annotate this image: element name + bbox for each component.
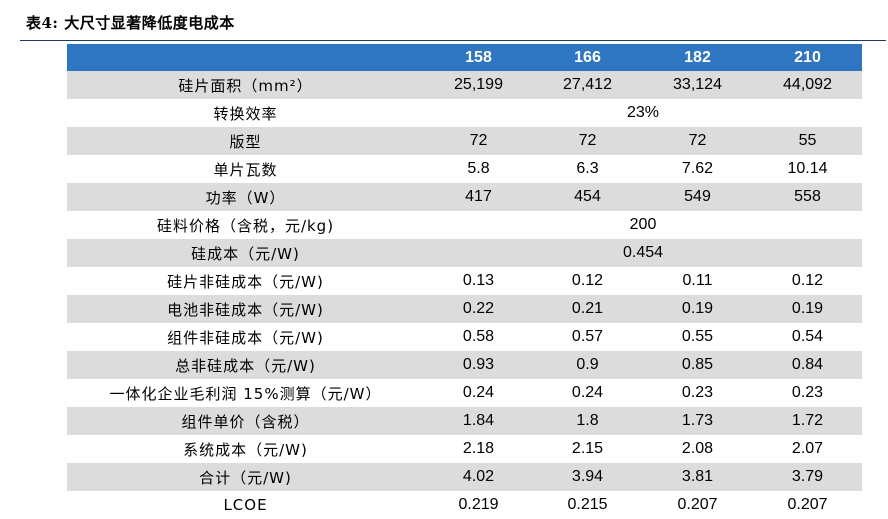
row-label: 合计（元/W) bbox=[67, 463, 424, 491]
value-cell: 6.3 bbox=[533, 155, 642, 183]
table-row: 硅片非硅成本（元/W) 0.13 0.12 0.11 0.12 bbox=[67, 267, 862, 295]
value-cell: 2.18 bbox=[424, 435, 533, 463]
row-label: 硅成本（元/W) bbox=[67, 239, 424, 267]
table-row: 一体化企业毛利润 15%测算（元/W） 0.24 0.24 0.23 0.23 bbox=[67, 379, 862, 407]
caption-prefix: 表4: bbox=[26, 14, 59, 32]
table-row: 硅成本（元/W) 0.454 bbox=[67, 239, 862, 267]
row-label: 系统成本（元/W) bbox=[67, 435, 424, 463]
table-body: 硅片面积（mm²） 25,199 27,412 33,124 44,092 转换效率 23%… bbox=[67, 71, 862, 519]
value-cell: 0.12 bbox=[753, 267, 862, 295]
table-row: 合计（元/W) 4.02 3.94 3.81 3.79 bbox=[67, 463, 862, 491]
value-cell: 0.57 bbox=[533, 323, 642, 351]
value-cell: 33,124 bbox=[642, 71, 753, 99]
value-cell: 549 bbox=[642, 183, 753, 211]
row-label: 组件单价（含税） bbox=[67, 407, 424, 435]
header-cell-210: 210 bbox=[753, 44, 862, 71]
table-row: 转换效率 23% bbox=[67, 99, 862, 127]
value-cell: 0.12 bbox=[533, 267, 642, 295]
value-cell: 55 bbox=[753, 127, 862, 155]
row-label: 功率（W） bbox=[67, 183, 424, 211]
header-cell-166: 166 bbox=[533, 44, 642, 71]
value-cell: 1.73 bbox=[642, 407, 753, 435]
value-cell: 10.14 bbox=[753, 155, 862, 183]
merged-value-cell: 0.454 bbox=[424, 239, 862, 267]
row-label: 电池非硅成本（元/W) bbox=[67, 295, 424, 323]
value-cell: 0.23 bbox=[642, 379, 753, 407]
value-cell: 0.58 bbox=[424, 323, 533, 351]
value-cell: 454 bbox=[533, 183, 642, 211]
table-row: 总非硅成本（元/W) 0.93 0.9 0.85 0.84 bbox=[67, 351, 862, 379]
table-row: 系统成本（元/W) 2.18 2.15 2.08 2.07 bbox=[67, 435, 862, 463]
value-cell: 0.207 bbox=[642, 491, 753, 519]
table-row: 单片瓦数 5.8 6.3 7.62 10.14 bbox=[67, 155, 862, 183]
value-cell: 4.02 bbox=[424, 463, 533, 491]
row-label: 单片瓦数 bbox=[67, 155, 424, 183]
row-label: 组件非硅成本（元/W) bbox=[67, 323, 424, 351]
header-cell-blank bbox=[67, 44, 424, 71]
row-label: LCOE bbox=[67, 491, 424, 519]
table-row: 硅片面积（mm²） 25,199 27,412 33,124 44,092 bbox=[67, 71, 862, 99]
table-row: LCOE 0.219 0.215 0.207 0.207 bbox=[67, 491, 862, 519]
table-row: 版型 72 72 72 55 bbox=[67, 127, 862, 155]
merged-value-cell: 200 bbox=[424, 211, 862, 239]
header-cell-158: 158 bbox=[424, 44, 533, 71]
value-cell: 1.72 bbox=[753, 407, 862, 435]
value-cell: 25,199 bbox=[424, 71, 533, 99]
value-cell: 0.19 bbox=[642, 295, 753, 323]
value-cell: 2.08 bbox=[642, 435, 753, 463]
table-row: 电池非硅成本（元/W) 0.22 0.21 0.19 0.19 bbox=[67, 295, 862, 323]
value-cell: 2.07 bbox=[753, 435, 862, 463]
value-cell: 2.15 bbox=[533, 435, 642, 463]
table-row: 组件单价（含税） 1.84 1.8 1.73 1.72 bbox=[67, 407, 862, 435]
table-row: 组件非硅成本（元/W) 0.58 0.57 0.55 0.54 bbox=[67, 323, 862, 351]
header-cell-182: 182 bbox=[642, 44, 753, 71]
value-cell: 0.93 bbox=[424, 351, 533, 379]
table-row: 功率（W） 417 454 549 558 bbox=[67, 183, 862, 211]
row-label: 转换效率 bbox=[67, 99, 424, 127]
caption-divider bbox=[20, 40, 886, 41]
value-cell: 5.8 bbox=[424, 155, 533, 183]
row-label: 总非硅成本（元/W) bbox=[67, 351, 424, 379]
value-cell: 3.81 bbox=[642, 463, 753, 491]
value-cell: 0.24 bbox=[533, 379, 642, 407]
value-cell: 0.21 bbox=[533, 295, 642, 323]
value-cell: 0.215 bbox=[533, 491, 642, 519]
value-cell: 0.9 bbox=[533, 351, 642, 379]
value-cell: 0.19 bbox=[753, 295, 862, 323]
merged-value-cell: 23% bbox=[424, 99, 862, 127]
value-cell: 0.13 bbox=[424, 267, 533, 295]
value-cell: 0.207 bbox=[753, 491, 862, 519]
value-cell: 1.84 bbox=[424, 407, 533, 435]
row-label: 硅片非硅成本（元/W) bbox=[67, 267, 424, 295]
value-cell: 0.24 bbox=[424, 379, 533, 407]
value-cell: 1.8 bbox=[533, 407, 642, 435]
value-cell: 0.11 bbox=[642, 267, 753, 295]
row-label: 硅料价格（含税，元/kg) bbox=[67, 211, 424, 239]
value-cell: 3.79 bbox=[753, 463, 862, 491]
table-header-row: 158 166 182 210 bbox=[67, 44, 862, 71]
value-cell: 417 bbox=[424, 183, 533, 211]
value-cell: 0.54 bbox=[753, 323, 862, 351]
row-label: 版型 bbox=[67, 127, 424, 155]
value-cell: 0.219 bbox=[424, 491, 533, 519]
value-cell: 72 bbox=[533, 127, 642, 155]
value-cell: 0.23 bbox=[753, 379, 862, 407]
value-cell: 0.85 bbox=[642, 351, 753, 379]
value-cell: 3.94 bbox=[533, 463, 642, 491]
value-cell: 0.55 bbox=[642, 323, 753, 351]
row-label: 硅片面积（mm²） bbox=[67, 71, 424, 99]
table-caption: 表4: 大尺寸显著降低度电成本 bbox=[26, 12, 235, 33]
value-cell: 558 bbox=[753, 183, 862, 211]
value-cell: 72 bbox=[642, 127, 753, 155]
value-cell: 7.62 bbox=[642, 155, 753, 183]
value-cell: 44,092 bbox=[753, 71, 862, 99]
value-cell: 27,412 bbox=[533, 71, 642, 99]
cost-comparison-table: 158 166 182 210 硅片面积（mm²） 25,199 27,412 33,124… bbox=[67, 44, 862, 519]
value-cell: 0.84 bbox=[753, 351, 862, 379]
caption-title: 大尺寸显著降低度电成本 bbox=[64, 14, 235, 32]
row-label: 一体化企业毛利润 15%测算（元/W） bbox=[67, 379, 424, 407]
value-cell: 0.22 bbox=[424, 295, 533, 323]
table-row: 硅料价格（含税，元/kg) 200 bbox=[67, 211, 862, 239]
value-cell: 72 bbox=[424, 127, 533, 155]
